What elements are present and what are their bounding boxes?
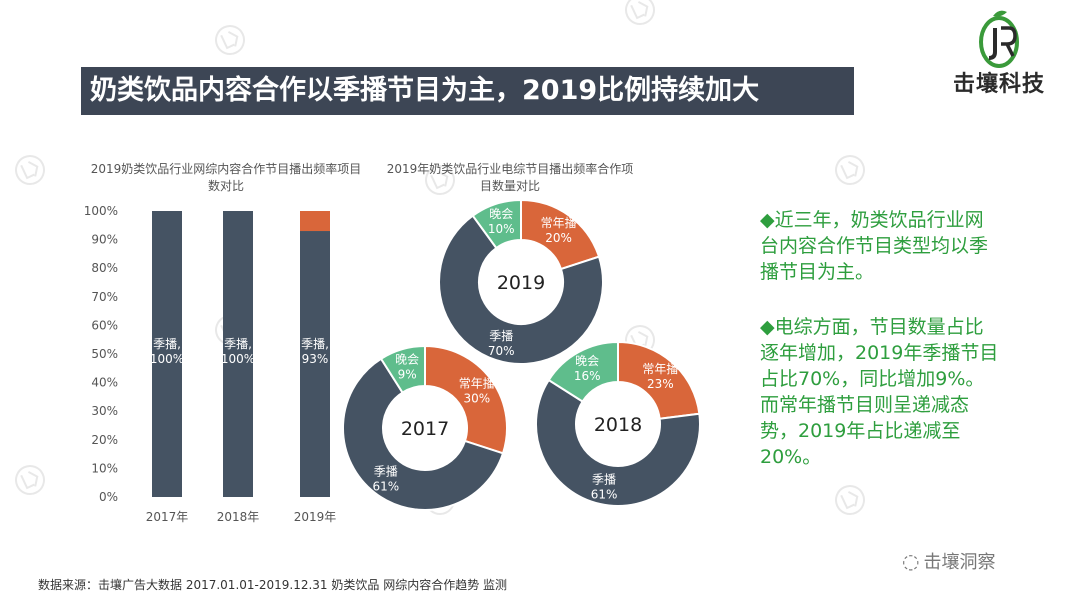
bar-segment bbox=[223, 211, 253, 497]
y-tick-label: 0% bbox=[99, 490, 118, 504]
donut-slice-label: 季播 61% bbox=[591, 472, 618, 501]
y-tick-label: 100% bbox=[84, 204, 118, 218]
x-tick-label: 2019年 bbox=[294, 510, 337, 524]
wechat-icon: ◌ bbox=[902, 549, 920, 573]
y-tick-label: 50% bbox=[91, 347, 118, 361]
donut-slice bbox=[342, 357, 505, 511]
logo-text: 击壤科技 bbox=[952, 72, 1045, 97]
donut-year-label: 2017 bbox=[401, 418, 449, 440]
bar-segment bbox=[152, 211, 182, 497]
bar-data-label: 季播, 100% bbox=[221, 337, 255, 366]
text-point-1: ◆近三年，奶类饮品行业网台内容合作节目类型均以季播节目为主。 bbox=[760, 209, 989, 283]
y-tick-label: 80% bbox=[91, 261, 118, 275]
donut-slice-label: 晚会 9% bbox=[395, 353, 419, 382]
donut-slice-label: 晚会 16% bbox=[574, 354, 601, 383]
x-tick-label: 2017年 bbox=[146, 510, 189, 524]
x-tick-label: 2018年 bbox=[217, 510, 260, 524]
donut-slice-label: 常年播 30% bbox=[459, 376, 495, 405]
donut-slice bbox=[535, 378, 701, 507]
donut-year-label: 2018 bbox=[594, 414, 642, 436]
y-tick-label: 10% bbox=[91, 461, 118, 475]
wechat-label: 击壤洞察 bbox=[923, 552, 996, 573]
bar-data-label: 季播, 93% bbox=[301, 337, 329, 366]
y-tick-label: 40% bbox=[91, 376, 118, 390]
donut-chart-title: 2019年奶类饮品行业电综节目播出频率合作项目数量对比 bbox=[386, 162, 634, 193]
jr-leaf-logo-icon bbox=[979, 10, 1019, 68]
donut-slice-label: 晚会 10% bbox=[488, 207, 515, 236]
y-tick-label: 90% bbox=[91, 233, 118, 247]
data-source-note: 数据来源：击壤广告大数据 2017.01.01-2019.12.31 奶类饮品 … bbox=[38, 578, 508, 592]
y-tick-label: 60% bbox=[91, 318, 118, 332]
title-bar bbox=[81, 67, 854, 115]
bar-chart-title: 2019奶类饮品行业网综内容合作节目播出频率项目数对比 bbox=[90, 162, 362, 193]
donut-slice bbox=[424, 344, 508, 455]
y-tick-label: 20% bbox=[91, 433, 118, 447]
donut-slice-label: 季播 61% bbox=[372, 465, 399, 494]
page-title: 奶类饮品内容合作以季播节目为主，2019比例持续加大 bbox=[90, 75, 760, 106]
donut-slice bbox=[547, 340, 619, 403]
bar-data-label: 季播, 100% bbox=[150, 337, 184, 366]
bar-segment bbox=[300, 211, 330, 232]
y-tick-label: 70% bbox=[91, 290, 118, 304]
y-tick-label: 30% bbox=[91, 404, 118, 418]
donut-slice bbox=[438, 214, 604, 365]
text-point-2: ◆电综方面，节目数量占比逐年增加，2019年季播节目占比70%，同比增加9%。而… bbox=[760, 316, 999, 468]
donut-slice bbox=[471, 198, 522, 250]
wechat-signature: ◌ 击壤洞察 bbox=[902, 548, 995, 574]
bar-segment bbox=[300, 231, 330, 497]
donut-slice-label: 常年播 23% bbox=[642, 362, 678, 391]
donut-slice-label: 季播 70% bbox=[488, 329, 515, 358]
donut-slice bbox=[379, 344, 426, 394]
donut-year-label: 2019 bbox=[497, 272, 545, 294]
donut-slice-label: 常年播 20% bbox=[541, 216, 577, 245]
